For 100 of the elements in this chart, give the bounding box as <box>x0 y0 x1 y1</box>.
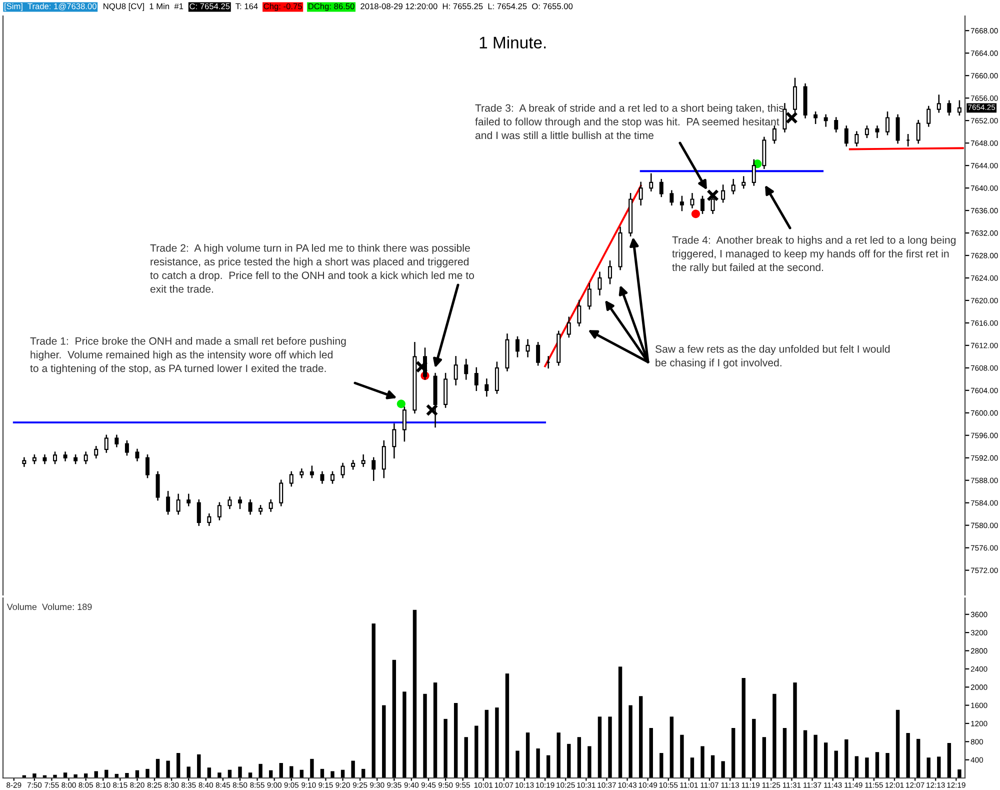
bar <box>207 768 212 778</box>
candlestick <box>84 452 88 464</box>
text: DChg: 86.50 <box>308 3 354 11</box>
bar <box>834 750 838 778</box>
candlestick <box>824 114 828 127</box>
point <box>786 112 798 124</box>
bar <box>402 692 406 778</box>
bar <box>618 666 622 778</box>
candlestick <box>228 496 232 510</box>
bar <box>567 744 571 778</box>
bar <box>649 728 653 778</box>
point <box>691 210 700 218</box>
bar <box>690 758 694 778</box>
candlestick <box>577 300 582 326</box>
candlestick <box>854 131 859 146</box>
bar <box>638 696 643 778</box>
candlestick <box>402 406 406 442</box>
annotation: Saw a few rets as the day unfolded but felt I would be chasing if I got involved. <box>655 345 890 369</box>
annotation: Trade 3: A break of stride and a ret led to a short being taken, this failed to follow through and the stop was hit. PA seemed hesitant and I was still a little bullish at the time <box>475 104 784 140</box>
candlestick <box>526 339 530 358</box>
candlestick <box>670 190 674 206</box>
candlestick <box>330 471 334 484</box>
bar <box>412 610 417 778</box>
candlestick <box>864 126 869 138</box>
candlestick <box>926 106 931 127</box>
bar <box>947 743 952 778</box>
bar <box>546 755 550 778</box>
text: C: 7654.25 <box>190 3 230 10</box>
candlestick <box>166 490 170 515</box>
bar <box>762 737 766 778</box>
candlestick <box>361 454 366 467</box>
text: NQU8 [CV] 1 Min #1 <box>104 3 184 11</box>
bar <box>844 739 848 778</box>
text: [Sim] Trade: 1@7638.00 <box>4 3 96 11</box>
bar <box>197 754 201 778</box>
candlestick <box>248 499 252 515</box>
bar <box>670 716 674 778</box>
bar <box>218 772 222 778</box>
bar <box>423 694 427 778</box>
bar <box>854 756 859 778</box>
candlestick <box>814 112 818 124</box>
bar <box>710 755 715 778</box>
bar <box>814 734 818 778</box>
candlestick <box>340 462 345 478</box>
candlestick <box>289 471 294 487</box>
candlestick <box>146 454 150 478</box>
bar <box>382 705 386 778</box>
candlestick <box>916 120 920 144</box>
bar <box>526 732 530 778</box>
bar <box>156 758 160 778</box>
candlestick <box>772 126 776 144</box>
candlestick <box>875 126 880 138</box>
candlestick <box>474 367 478 392</box>
candlestick <box>310 466 314 478</box>
bar <box>536 748 540 778</box>
bar <box>279 763 283 778</box>
candlestick <box>752 159 756 186</box>
candlestick <box>710 193 715 214</box>
bar <box>742 678 746 778</box>
candlestick <box>392 423 396 458</box>
candlestick <box>207 513 212 526</box>
candlestick <box>936 94 941 113</box>
candlestick <box>731 178 736 194</box>
bar <box>598 716 602 778</box>
candlestick <box>454 356 458 386</box>
candlestick <box>114 434 119 448</box>
point <box>416 360 428 373</box>
candlestick <box>721 184 726 203</box>
bar <box>588 746 592 778</box>
bar <box>444 718 448 778</box>
candlestick <box>176 494 180 515</box>
bar <box>484 710 489 778</box>
candlestick <box>104 434 108 453</box>
bar <box>793 682 797 778</box>
bar <box>464 737 468 778</box>
candlestick <box>124 440 129 456</box>
annotation: Trade 4: Another break to highs and a ret led to a long being triggered, I managed to keep my hands off for the first ret in the rally but failed at the second. <box>672 236 956 274</box>
bar <box>731 728 736 778</box>
candlestick <box>536 342 540 366</box>
bar <box>146 768 150 778</box>
candlestick <box>638 182 643 206</box>
bar <box>516 750 520 778</box>
bar <box>186 766 190 778</box>
bar <box>556 732 560 778</box>
bar <box>752 718 756 778</box>
bar <box>700 746 704 778</box>
candlestick <box>382 440 386 478</box>
candlestick <box>957 100 962 116</box>
bar <box>351 760 355 778</box>
text: Chg: -0.75 <box>264 3 302 11</box>
bar <box>660 753 664 778</box>
text: T: 164 <box>236 3 258 10</box>
bar <box>310 758 314 778</box>
candlestick <box>700 196 704 214</box>
candlestick <box>135 448 140 462</box>
point <box>706 189 719 202</box>
candlestick <box>464 358 468 380</box>
bar <box>505 673 510 778</box>
candlestick <box>156 471 160 501</box>
text: 2018-08-29 12:20:00 H: 7655.25 L: 7654.25 O: 7655.00 <box>360 3 573 10</box>
